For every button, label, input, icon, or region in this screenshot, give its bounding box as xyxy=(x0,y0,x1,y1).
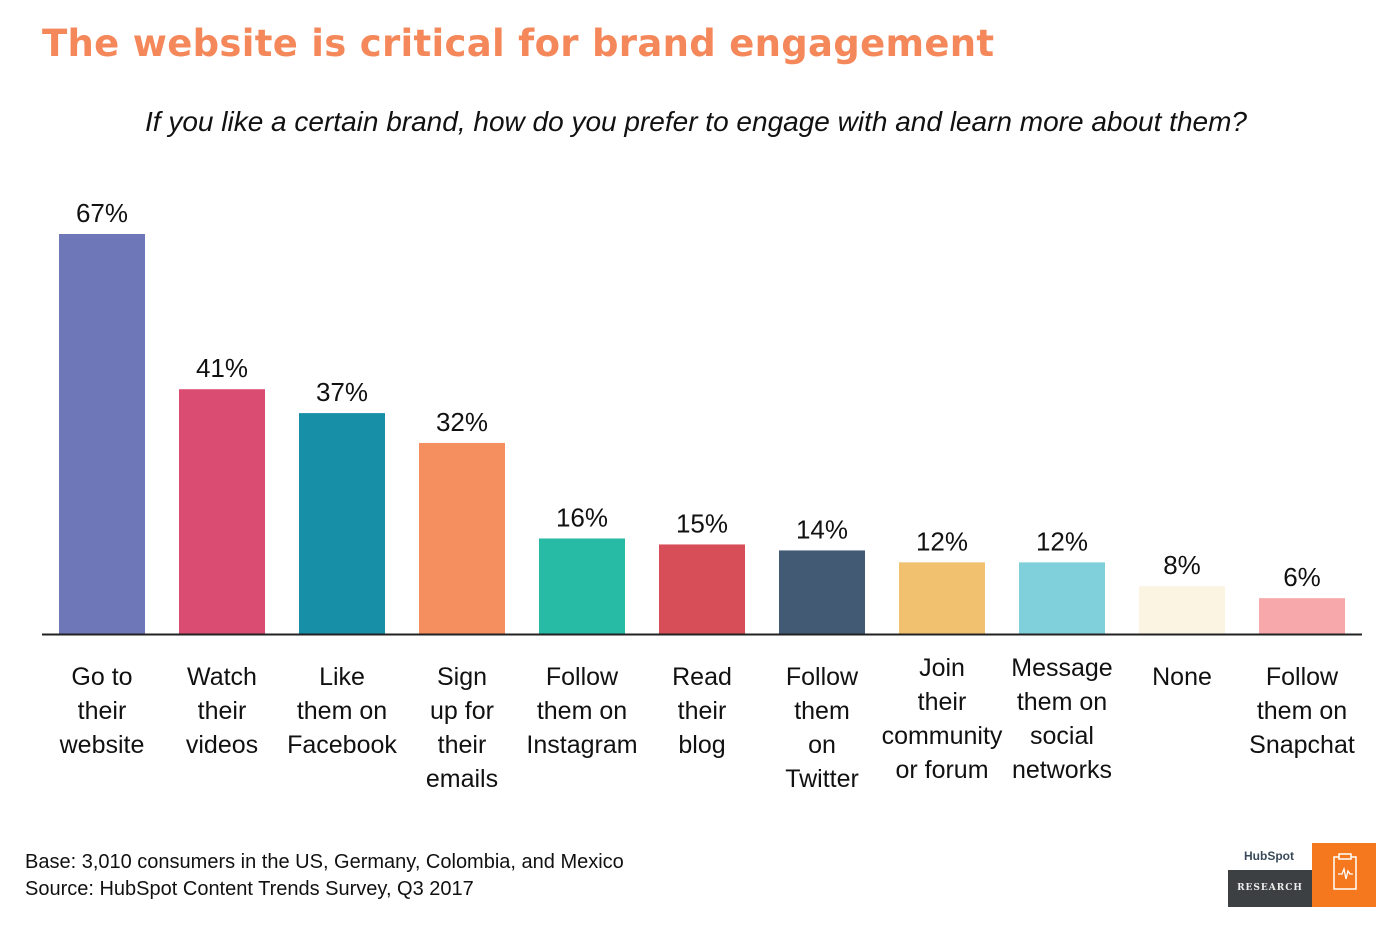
bar xyxy=(539,538,625,634)
logo-label: RESEARCH xyxy=(1228,870,1312,907)
data-label: 37% xyxy=(316,377,368,407)
bar xyxy=(1019,562,1105,634)
category-label: community xyxy=(882,722,1003,750)
data-label: 67% xyxy=(76,198,128,228)
bar xyxy=(59,234,145,634)
bar xyxy=(659,544,745,634)
bar xyxy=(1139,586,1225,634)
category-label: Join xyxy=(919,654,965,682)
category-label: Follow xyxy=(546,663,619,691)
category-label: Follow xyxy=(786,663,859,691)
footer-source: Source: HubSpot Content Trends Survey, Q… xyxy=(25,878,474,900)
bar xyxy=(299,413,385,634)
category-label: Like xyxy=(319,663,365,691)
category-label: Twitter xyxy=(785,765,859,793)
chart-title: The website is critical for brand engage… xyxy=(42,22,995,65)
category-label: emails xyxy=(426,765,498,793)
bar xyxy=(419,442,505,634)
category-label: Go to xyxy=(71,663,132,691)
category-label: their xyxy=(678,697,727,725)
data-label: 8% xyxy=(1163,550,1201,580)
category-label: Facebook xyxy=(287,731,397,759)
data-label: 12% xyxy=(916,526,968,556)
data-label: 15% xyxy=(676,508,728,538)
bar xyxy=(779,550,865,634)
category-label: Message xyxy=(1011,654,1112,682)
data-label: 12% xyxy=(1036,526,1088,556)
category-label: Instagram xyxy=(526,731,637,759)
category-label: them on xyxy=(537,697,627,725)
footer-base: Base: 3,010 consumers in the US, Germany… xyxy=(25,851,624,873)
category-label: None xyxy=(1152,663,1212,691)
category-label: social xyxy=(1030,722,1094,750)
category-label: them xyxy=(794,697,850,725)
category-label: Sign xyxy=(437,663,487,691)
logo-brand: HubSpot xyxy=(1244,849,1294,863)
category-label: their xyxy=(78,697,127,725)
category-label: Watch xyxy=(187,663,257,691)
category-label: them on xyxy=(1017,688,1107,716)
data-label: 16% xyxy=(556,502,608,532)
category-label: their xyxy=(918,688,967,716)
category-label: their xyxy=(198,697,247,725)
data-label: 14% xyxy=(796,514,848,544)
category-label: networks xyxy=(1012,756,1112,784)
bar xyxy=(1259,598,1345,634)
bar xyxy=(899,562,985,634)
category-label: on xyxy=(808,731,836,759)
data-label: 41% xyxy=(196,353,248,383)
category-label: their xyxy=(438,731,487,759)
clipboard-icon xyxy=(1312,843,1376,907)
category-label: Follow xyxy=(1266,663,1339,691)
category-label: videos xyxy=(186,731,258,759)
category-label: blog xyxy=(678,731,725,759)
bar xyxy=(179,389,265,634)
category-label: or forum xyxy=(895,756,988,784)
chart-subtitle: If you like a certain brand, how do you … xyxy=(144,106,1247,137)
category-label: up for xyxy=(430,697,494,725)
category-label: Snapchat xyxy=(1249,731,1355,759)
category-label: Read xyxy=(672,663,732,691)
data-label: 32% xyxy=(436,407,488,437)
category-label: them on xyxy=(297,697,387,725)
category-label: them on xyxy=(1257,697,1347,725)
hubspot-research-logo: HubSpot RESEARCH xyxy=(1228,843,1376,907)
category-label: website xyxy=(59,731,145,759)
data-label: 6% xyxy=(1283,562,1321,592)
